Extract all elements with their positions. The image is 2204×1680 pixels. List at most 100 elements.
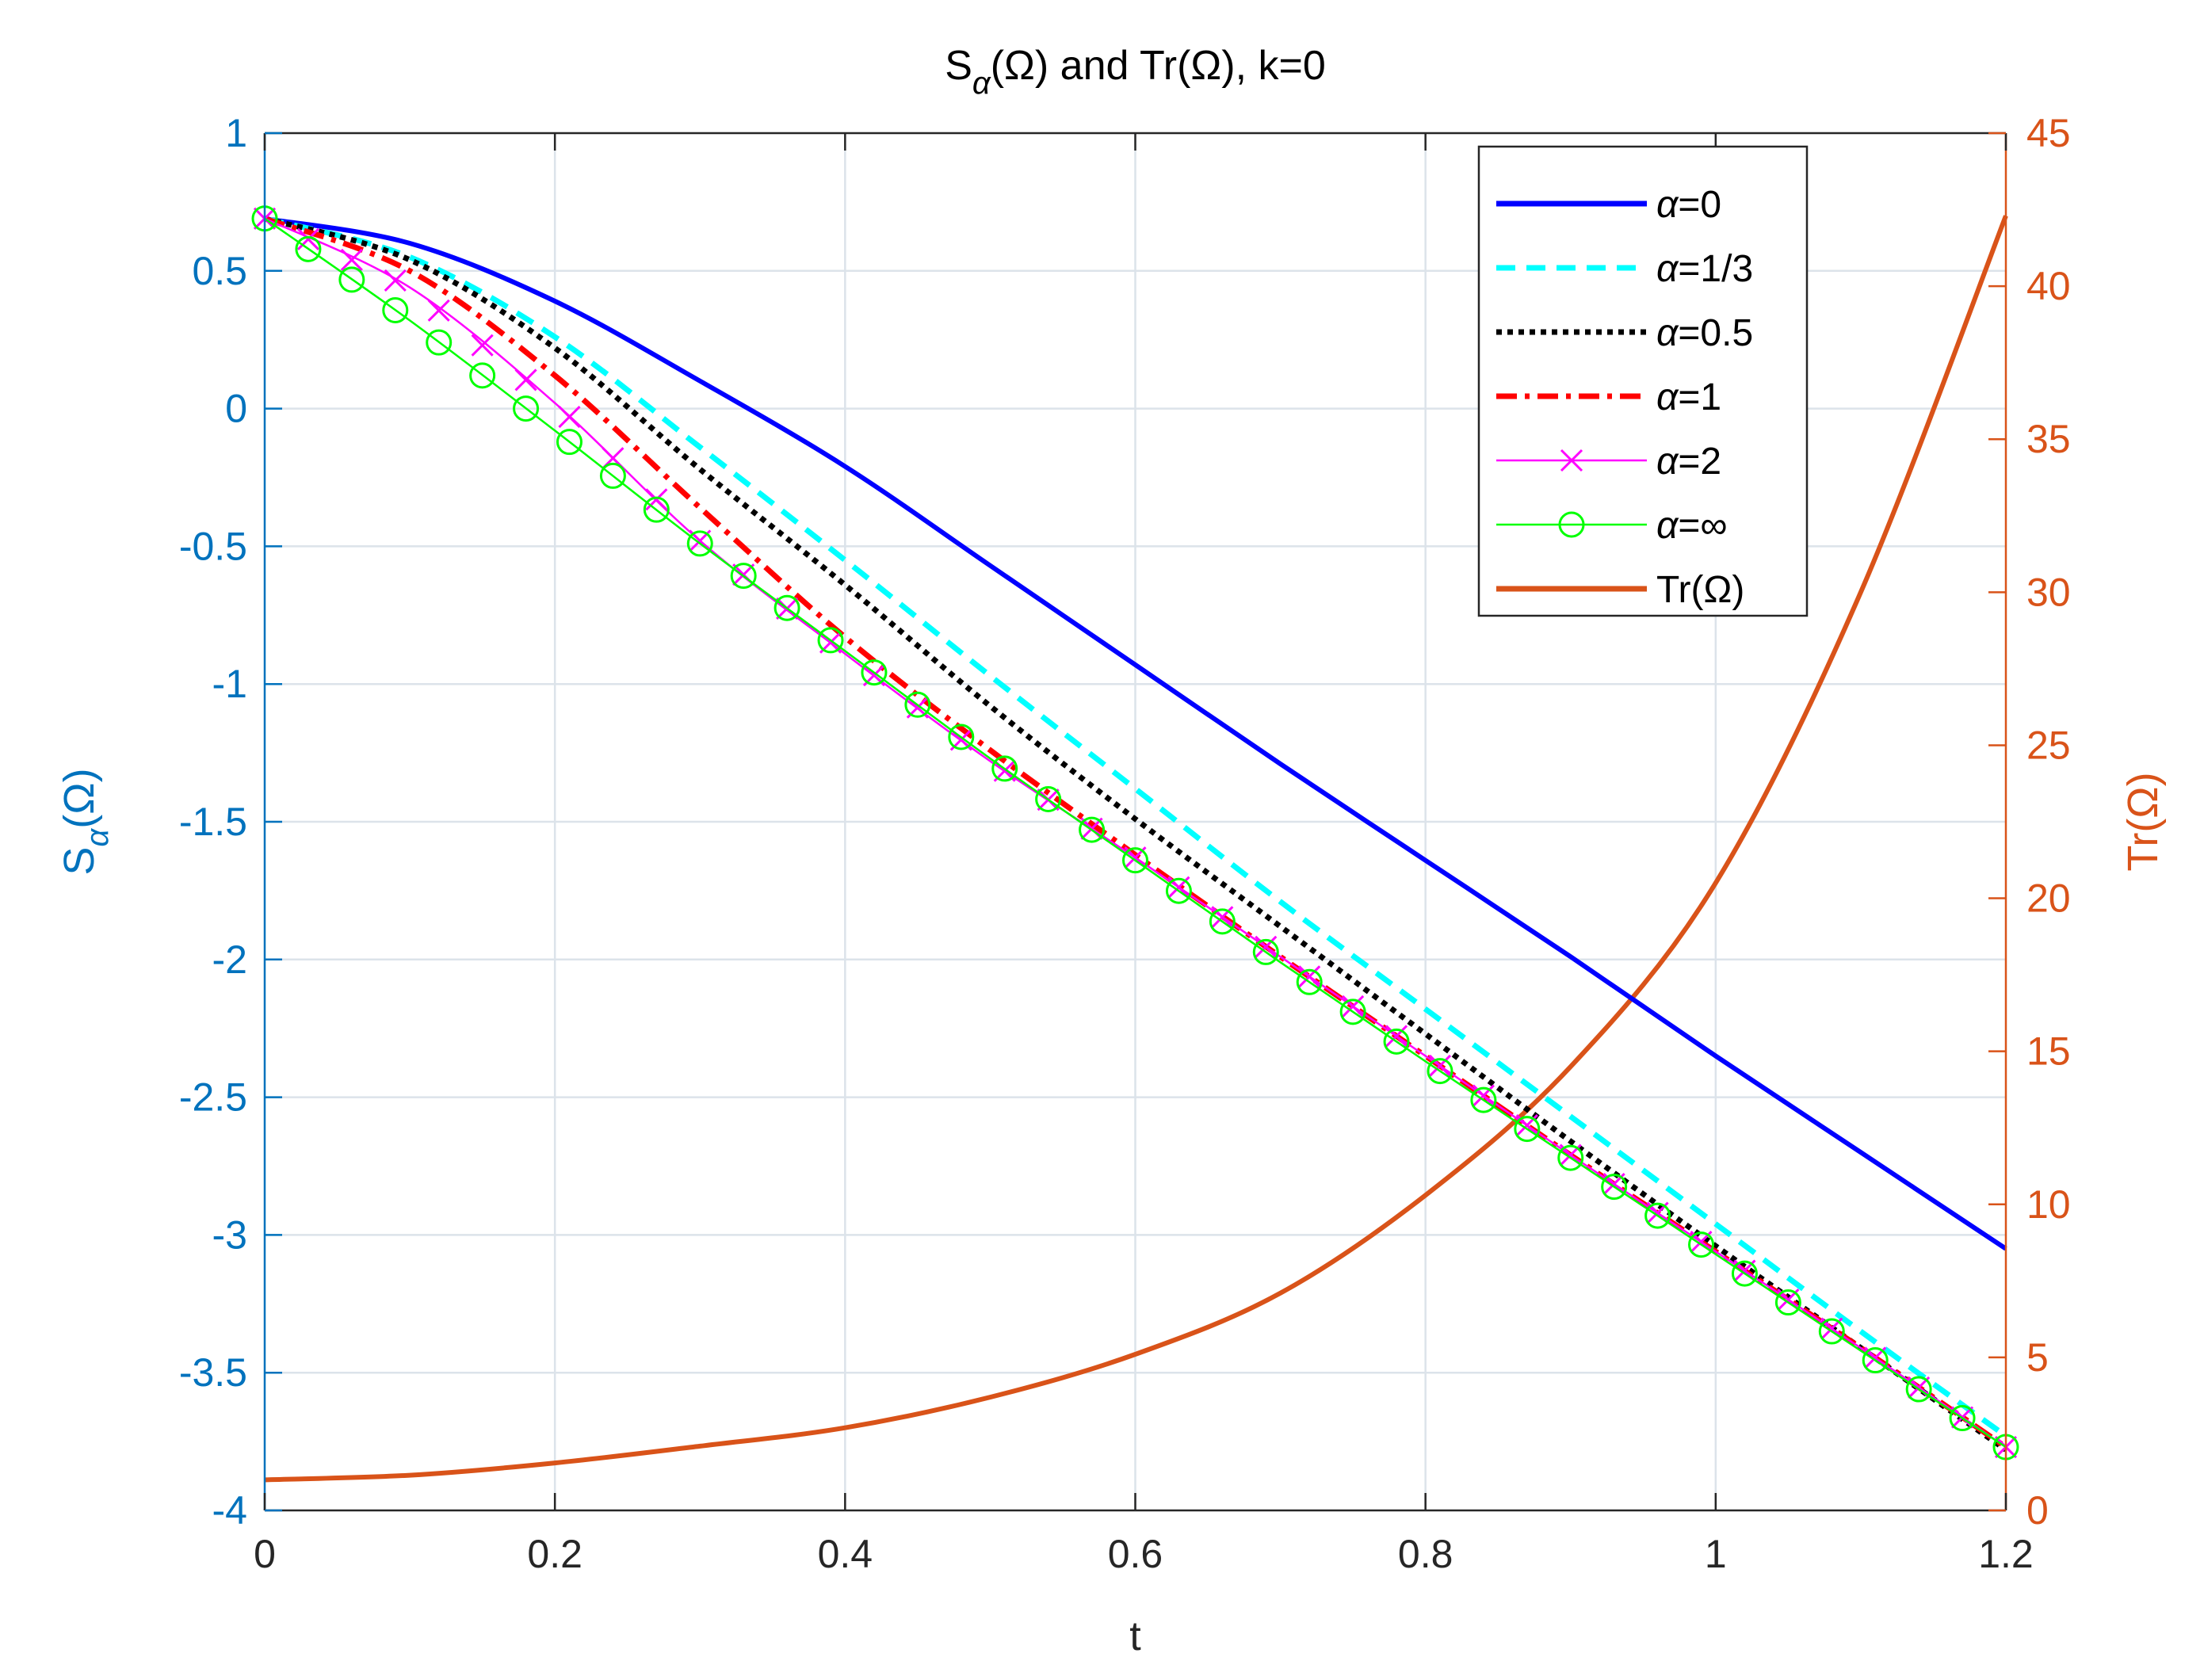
series-4-marker-stroke [471,334,494,357]
series-1-line [264,216,2008,1438]
series-5-marker [730,563,757,590]
series-5-marker [643,496,670,523]
y-left-tick-label: -2 [212,937,247,982]
x-axis-label: t [1129,1613,1141,1659]
series-5-marker [1514,1116,1541,1143]
legend-label: α=2 [1656,441,1721,483]
series-4-marker-stroke [1385,1025,1408,1048]
y-axis-left-label: Sα(Ω) [55,768,115,875]
legend-text: =∞ [1678,505,1727,547]
series-5-marker [1818,1318,1845,1345]
series-5-marker [1035,785,1062,812]
series-5-marker [1949,1405,1976,1432]
legend-text: =0 [1678,184,1721,226]
series-5-marker [991,755,1018,782]
y-axis-right-label: Tr(Ω) [2119,772,2167,871]
series-4-marker-stroke [296,227,319,250]
series-4-marker [1342,995,1365,1018]
y-left-tick-label: -3.5 [179,1350,247,1395]
series-4-marker [1472,1084,1495,1107]
series-4-marker [427,299,450,322]
series-5-marker [1557,1144,1584,1171]
series-5-marker [1209,908,1236,935]
series-5-marker [1079,816,1106,843]
series-4-marker [558,405,581,429]
legend-box [1477,145,1809,617]
legend-text: =1 [1678,376,1721,418]
series-4-marker-stroke [384,269,407,292]
legend-alpha: α [1656,441,1679,483]
series-5-marker [686,530,713,557]
series-4-marker-stroke [514,368,537,391]
y-left-tick-label: -3 [212,1212,247,1257]
legend-label: α=∞ [1656,505,1728,547]
axes [263,132,2007,1512]
series-4-marker-stroke [732,563,755,586]
legend-label: α=0 [1656,184,1721,226]
y-right-tick-label: 10 [2026,1182,2071,1227]
legend-alpha: α [1656,376,1679,418]
legend-label: α=0.5 [1656,312,1753,354]
y-right-tick-label: 0 [2026,1488,2049,1533]
legend-marker [1560,449,1583,472]
series-4-marker [1255,935,1278,958]
legend-alpha: α [1656,248,1679,290]
x-tick-label: 1.2 [1978,1532,2034,1576]
series-5-marker [426,329,453,356]
series-4-line [264,217,2007,1449]
series-5-marker [295,235,322,262]
series-4-marker-stroke [1472,1084,1495,1107]
legend-text: =0.5 [1678,312,1753,354]
legend-alpha: α [1656,184,1679,226]
series-4-marker [384,269,407,292]
y-left-tick-label: 0 [225,387,247,431]
y-right-tick-label: 45 [2026,111,2071,155]
legend-alpha: α [1656,312,1679,354]
legend-text: =1/3 [1678,248,1753,290]
y-right-tick-label: 20 [2026,876,2071,921]
y-right-tick-label: 5 [2026,1335,2049,1380]
series-5-marker [1252,938,1279,965]
series-4-marker-stroke [340,248,363,271]
series-4-marker [340,248,363,271]
series-5-marker [1296,968,1323,995]
series-5-marker [382,297,409,324]
series-5-markers [251,205,2019,1460]
y-left-tick-label: -1 [212,662,247,706]
series-5-marker [1601,1174,1628,1201]
series-5-marker [1165,877,1192,904]
chart-title: Sα(Ω) and Tr(Ω), k=0 [945,43,1326,101]
series-5-marker [774,594,800,621]
series-4-marker-stroke [558,405,581,429]
series-5-marker [1122,847,1148,874]
series-4-marker [514,368,537,391]
y-left-tick-label: -2.5 [179,1075,247,1120]
series-4-marker [296,227,319,250]
series-4-marker-stroke [645,488,668,511]
series-5-marker [1731,1260,1758,1287]
series-4-marker-stroke [1080,817,1103,840]
y-left-tick-label: 1 [225,111,247,155]
legend-marker [1558,511,1585,538]
y-right-tick-label: 30 [2026,570,2071,614]
legend: α=0α=1/3α=0.5α=1α=2α=∞Tr(Ω) [1477,145,1809,617]
series-5-marker [599,462,626,489]
legend-text: =2 [1678,441,1721,483]
series-5-marker [513,395,540,422]
legend-label: Tr(Ω) [1656,569,1744,611]
series-4-marker-stroke [1255,935,1278,958]
series-5-marker [861,659,888,686]
series-4-marker-stroke [1211,906,1234,929]
y-left-tick-label: 0.5 [192,249,247,293]
x-tick-label: 0.2 [527,1532,583,1576]
series-5-marker [1862,1347,1889,1374]
x-tick-label: 0.4 [818,1532,873,1576]
series-5-marker [904,691,931,718]
series-4-marker-stroke [427,299,450,322]
y-left-tick-label: -0.5 [179,524,247,568]
series-5-marker [1774,1289,1801,1316]
series-4-marker-stroke [1298,965,1321,988]
x-tick-label: 0 [254,1532,276,1576]
